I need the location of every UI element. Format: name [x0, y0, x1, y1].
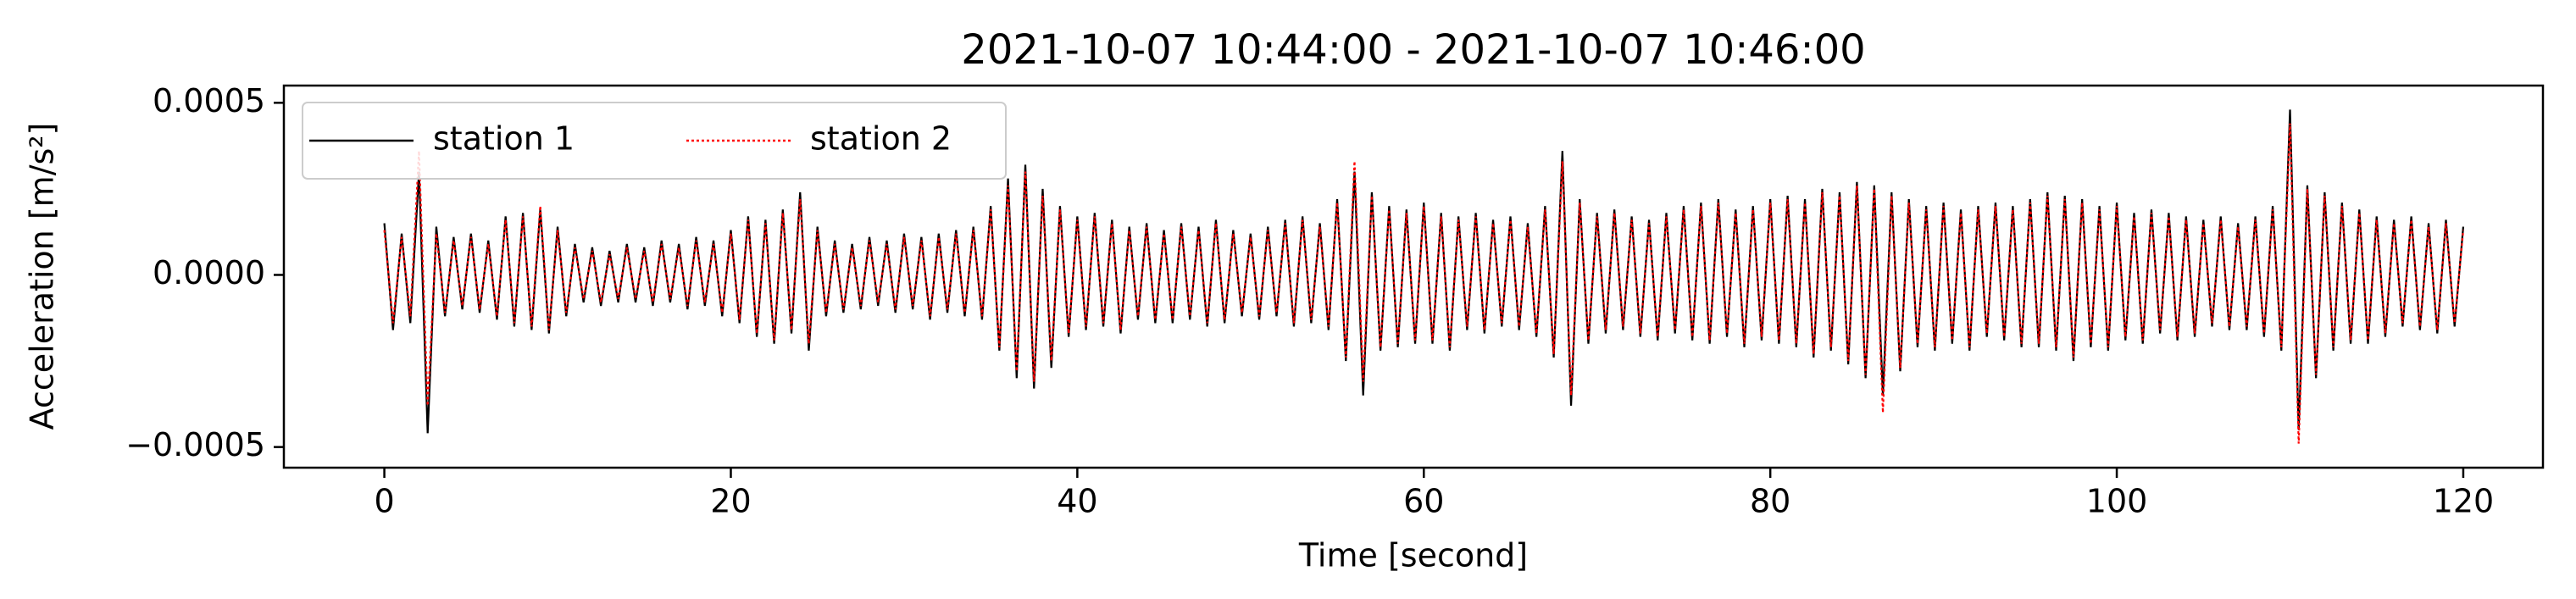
x-tick-label: 120 — [2433, 483, 2495, 520]
x-tick-label: 20 — [710, 483, 751, 520]
y-tick-label: −0.0005 — [125, 426, 265, 463]
legend-label: station 2 — [810, 120, 952, 158]
axes-frame — [282, 84, 2545, 469]
x-tick-label: 100 — [2086, 483, 2148, 520]
y-tick-label: 0.0000 — [153, 254, 265, 291]
series-line — [383, 109, 2465, 434]
y-tick-label: 0.0005 — [153, 82, 265, 119]
x-axis-label: Time [second] — [1298, 537, 1528, 574]
legend-box — [302, 102, 1007, 180]
series-line — [383, 123, 2465, 444]
x-tick-label: 60 — [1403, 483, 1444, 520]
x-tick-label: 80 — [1750, 483, 1790, 520]
legend-label: station 1 — [433, 120, 575, 158]
x-tick-label: 0 — [374, 483, 394, 520]
legend: station 1 station 2 — [302, 102, 1007, 180]
plot-area — [383, 109, 2465, 444]
x-tick-label: 40 — [1057, 483, 1097, 520]
chart-title: 2021-10-07 10:44:00 - 2021-10-07 10:46:0… — [961, 26, 1865, 74]
y-axis-label: Acceleration [m/s²] — [24, 123, 61, 430]
